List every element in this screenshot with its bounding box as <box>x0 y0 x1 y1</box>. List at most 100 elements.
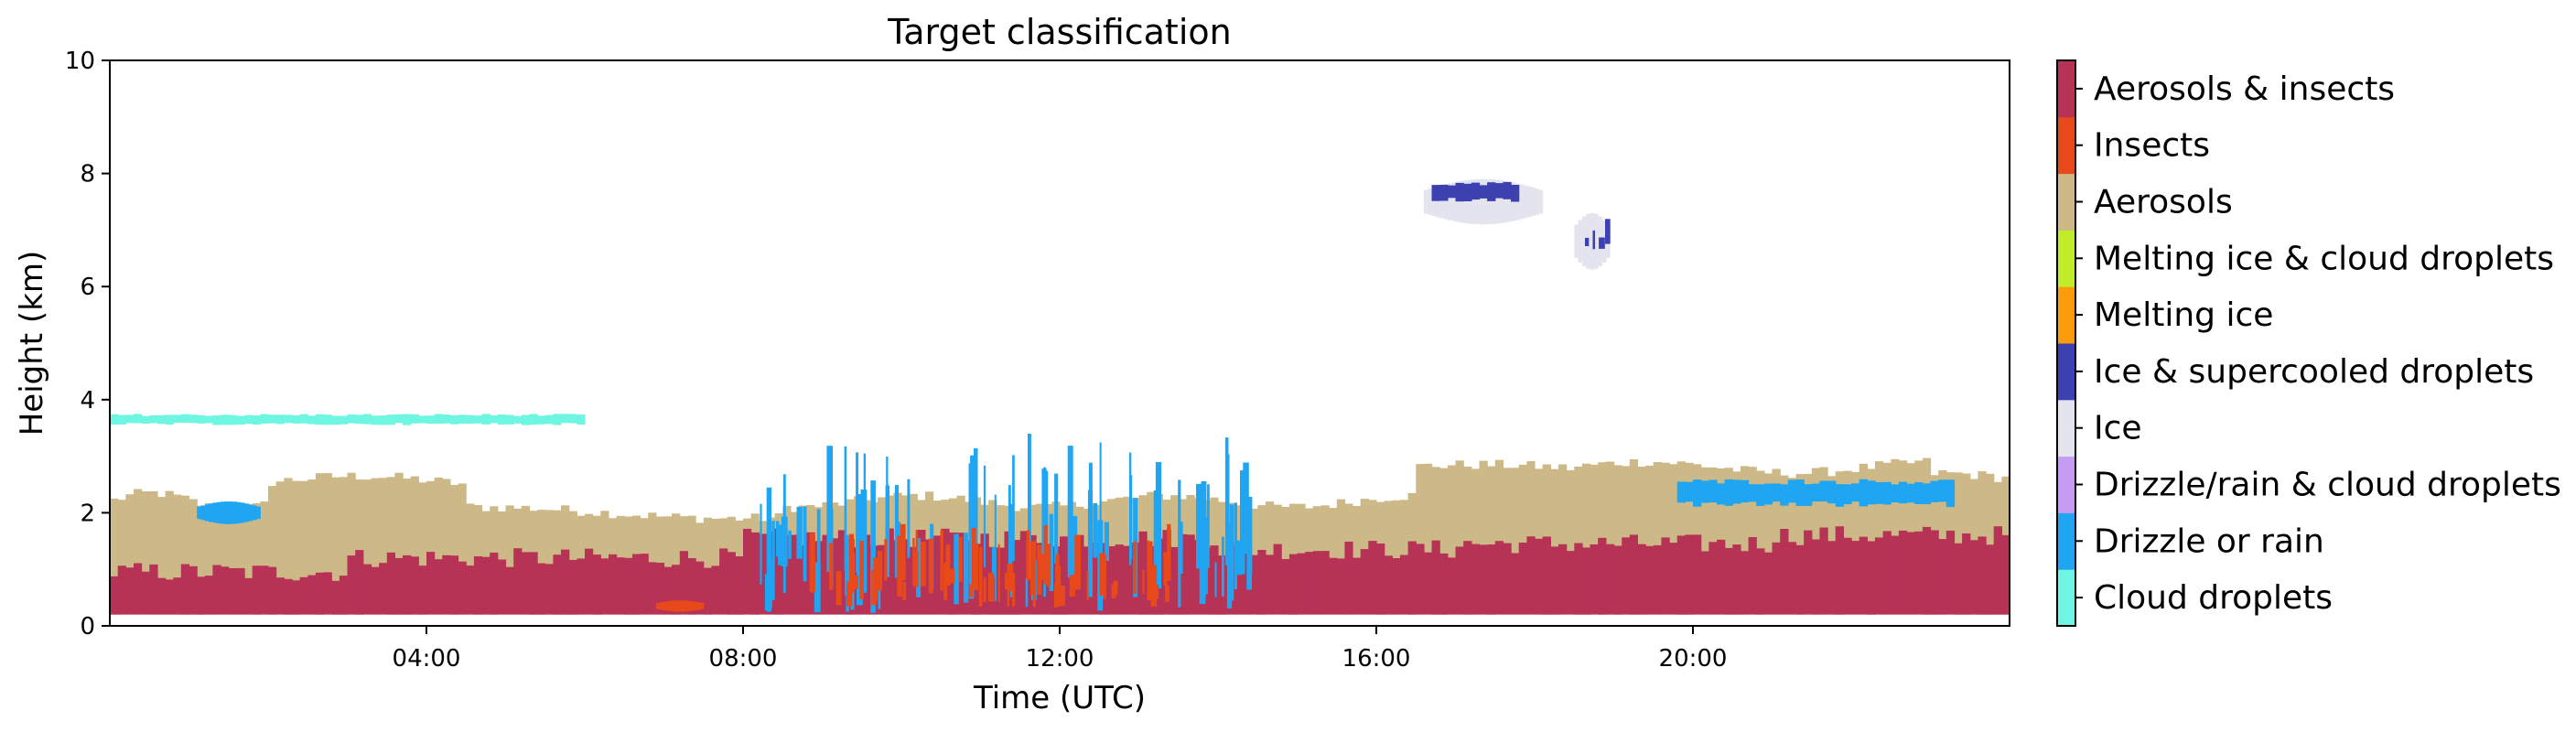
cell <box>244 414 253 425</box>
cell <box>782 535 792 615</box>
cell <box>835 571 842 606</box>
cell <box>529 552 538 615</box>
cell <box>1447 185 1457 199</box>
cell <box>1585 237 1590 246</box>
cell <box>1724 547 1733 615</box>
region-ice-supercooled-droplets <box>1431 181 1520 202</box>
cell <box>631 554 641 615</box>
cell <box>1748 484 1757 502</box>
cell <box>1234 502 1237 590</box>
cell <box>760 503 762 585</box>
cell <box>1740 479 1750 503</box>
cell <box>275 414 285 425</box>
cell <box>699 602 705 609</box>
cell <box>221 501 225 524</box>
cell <box>544 564 554 615</box>
cell <box>315 572 325 615</box>
cell <box>774 528 783 615</box>
cell <box>663 601 669 611</box>
cell <box>125 494 135 615</box>
cell <box>1993 526 2002 615</box>
cell <box>1012 540 1021 615</box>
cell <box>1763 473 1773 615</box>
cell <box>284 478 293 615</box>
cell <box>577 414 586 425</box>
cell <box>1320 551 1330 615</box>
cell <box>609 554 618 615</box>
cell <box>695 602 700 610</box>
cell <box>980 533 989 615</box>
cell <box>268 566 277 615</box>
cell <box>505 566 514 615</box>
cell <box>1859 479 1868 507</box>
cell <box>1969 540 1979 615</box>
cell <box>1009 503 1013 597</box>
cell <box>1288 554 1299 615</box>
cell <box>1685 481 1694 502</box>
cell <box>466 565 475 615</box>
cell <box>568 559 577 615</box>
cell <box>1717 539 1726 615</box>
cell <box>1637 467 1646 615</box>
cell <box>149 414 158 424</box>
cell <box>1605 219 1611 244</box>
cell <box>371 415 380 425</box>
cell <box>156 577 167 615</box>
cell <box>1795 544 1805 615</box>
region-insects <box>655 600 705 612</box>
cell <box>347 414 356 424</box>
cell <box>1914 482 1924 504</box>
cell <box>873 557 878 597</box>
cell <box>885 485 889 577</box>
cell <box>180 414 190 424</box>
cell <box>1479 178 1484 225</box>
cell <box>624 557 633 615</box>
cell <box>640 554 649 615</box>
cell <box>1494 179 1500 224</box>
cell <box>1475 178 1480 224</box>
cell <box>339 415 349 425</box>
cell <box>410 414 419 424</box>
cell <box>315 473 325 615</box>
cell <box>655 602 661 609</box>
cell <box>907 479 911 558</box>
cell <box>1859 536 1868 615</box>
cell <box>978 546 983 607</box>
cell <box>537 563 546 615</box>
cell <box>1930 480 1939 502</box>
colorbar-label: Aerosols & insects <box>2094 70 2395 108</box>
cell <box>1526 186 1532 218</box>
cell <box>260 565 269 615</box>
class-colorbar: Cloud droplets Drizzle or rain Drizzle/rai… <box>2056 59 2561 627</box>
cell <box>1133 541 1137 594</box>
cell <box>1494 183 1504 199</box>
cell <box>1060 536 1069 615</box>
cell <box>814 562 821 613</box>
cell <box>1455 546 1464 615</box>
cell <box>1835 526 1844 615</box>
x-tick-label: 16:00 <box>1342 645 1411 673</box>
cell <box>1581 216 1587 267</box>
cell <box>778 524 783 565</box>
cell <box>766 487 771 612</box>
cell <box>212 502 218 523</box>
cell <box>1204 517 1208 595</box>
cell <box>1518 464 1527 615</box>
cell <box>1392 500 1401 615</box>
cell <box>165 490 174 615</box>
cell <box>1511 468 1520 615</box>
colorbar-swatch <box>2057 286 2075 344</box>
cell <box>983 577 986 603</box>
cell <box>1763 552 1773 615</box>
cell <box>505 505 514 615</box>
cell <box>859 541 864 600</box>
cell <box>331 415 340 425</box>
cell <box>1222 536 1224 597</box>
cell <box>189 565 198 615</box>
cell <box>1645 545 1654 615</box>
cell <box>1368 541 1377 615</box>
cell <box>1249 554 1258 615</box>
cell <box>1724 479 1733 506</box>
cell <box>1099 553 1105 597</box>
cell <box>1439 185 1445 219</box>
